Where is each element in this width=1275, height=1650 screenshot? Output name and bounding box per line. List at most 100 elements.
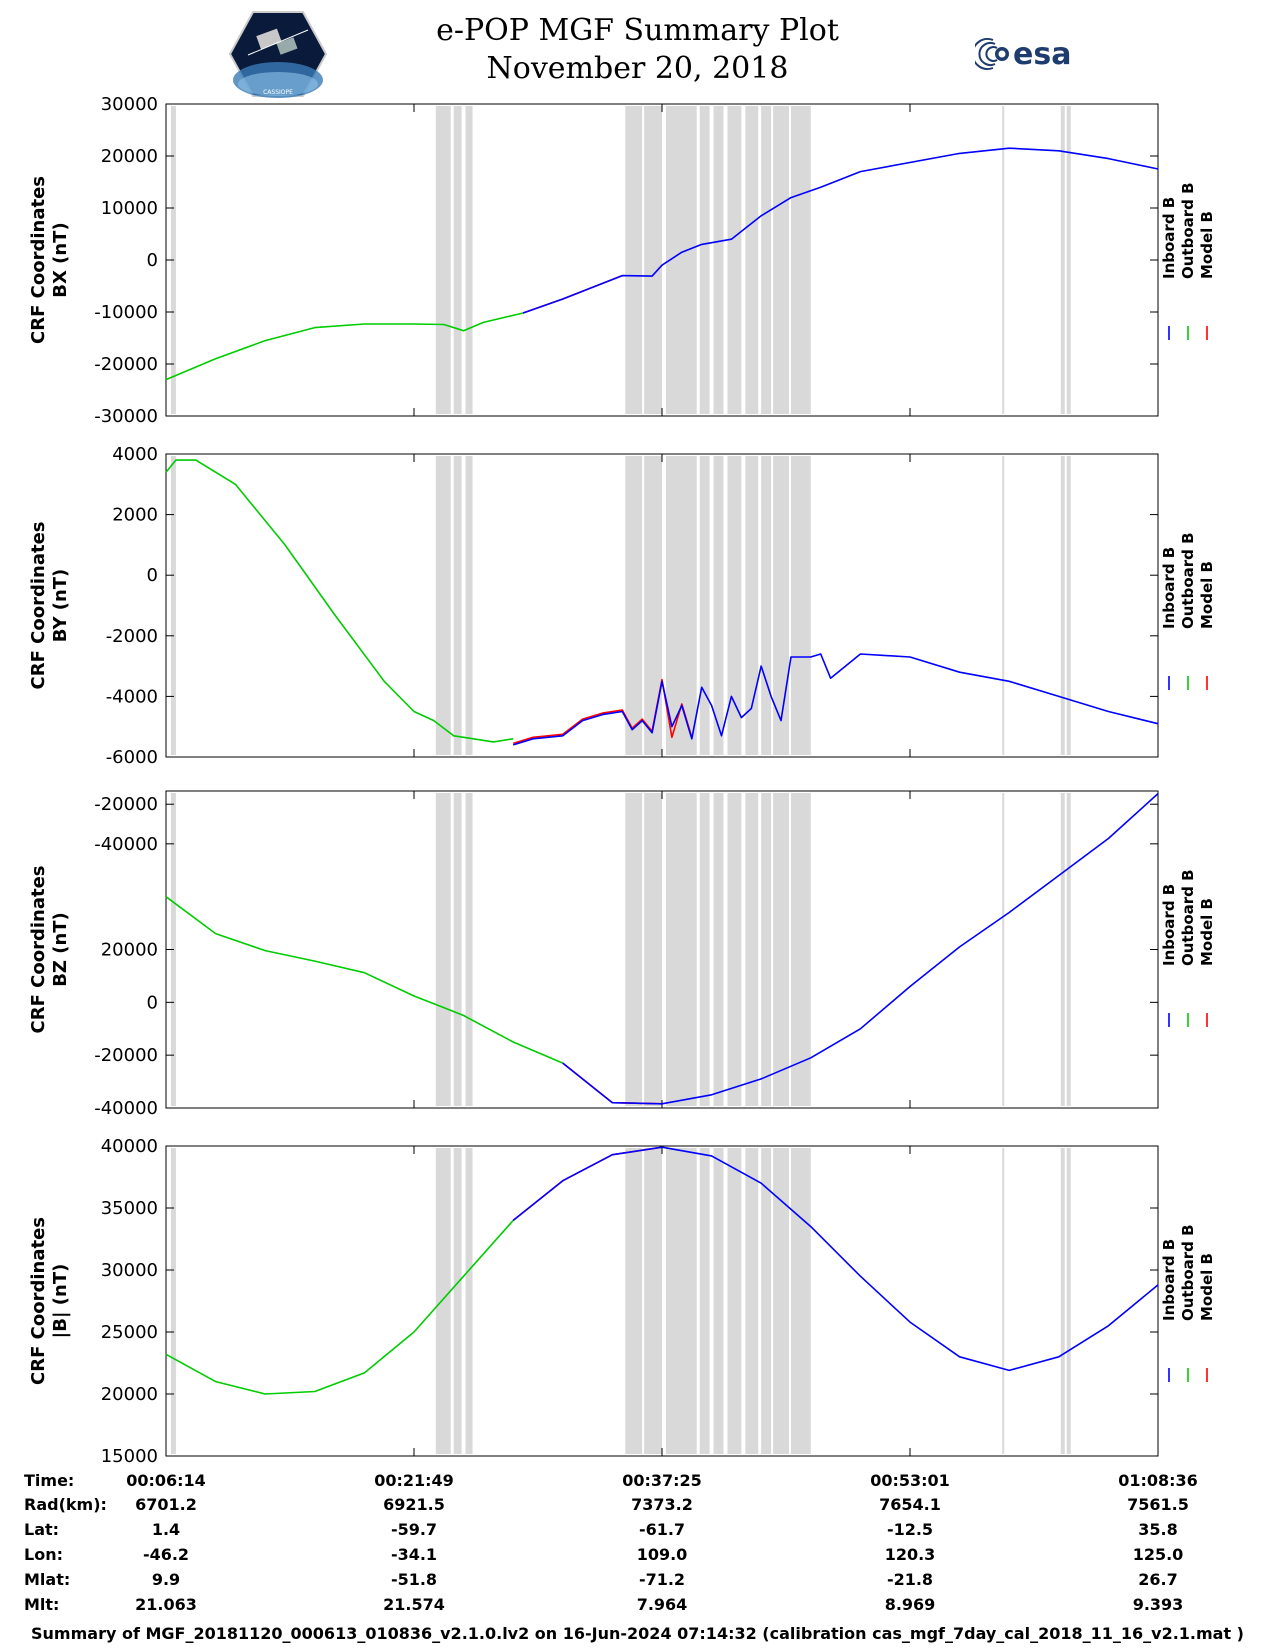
ephemeris-value: -46.2 bbox=[143, 1545, 189, 1564]
data-gap-band bbox=[790, 106, 811, 414]
legend-label: Outboard B bbox=[1179, 532, 1197, 629]
ephemeris-value: 00:53:01 bbox=[870, 1471, 950, 1490]
legend-label: Outboard B bbox=[1179, 182, 1197, 279]
series-line-inboard-b bbox=[512, 1146, 1159, 1372]
ephemeris-value: 21.574 bbox=[383, 1595, 445, 1614]
ephemeris-value: 00:21:49 bbox=[374, 1471, 454, 1490]
esa-logo-text: esa bbox=[1013, 37, 1071, 72]
data-gap-band bbox=[761, 456, 772, 755]
data-gap-band bbox=[713, 793, 724, 1106]
data-gap-band bbox=[665, 456, 697, 755]
data-gap-band bbox=[453, 456, 462, 755]
chart-panel-3: -20000 -40000 20000 0 -20000 -40000 CRF Coordi… bbox=[28, 790, 1216, 1119]
ephemeris-value: -21.8 bbox=[887, 1570, 933, 1589]
ephemeris-row-label: Rad(km): bbox=[24, 1495, 107, 1514]
data-gap-band bbox=[699, 793, 710, 1106]
legend-label: Outboard B bbox=[1179, 1224, 1197, 1321]
ephemeris-value: 1.4 bbox=[152, 1520, 180, 1539]
ephemeris-row-label: Mlt: bbox=[24, 1595, 59, 1614]
ephemeris-value: -12.5 bbox=[887, 1520, 933, 1539]
data-gap-band bbox=[745, 456, 759, 755]
data-gap-band bbox=[1002, 1148, 1005, 1454]
ephemeris-value: 00:06:14 bbox=[126, 1471, 206, 1490]
data-gap-band bbox=[453, 793, 462, 1106]
ephemeris-value: 21.063 bbox=[135, 1595, 197, 1614]
y-tick-label: 20000 bbox=[101, 146, 158, 167]
series-line-model-b bbox=[512, 678, 693, 745]
series-line-inboard-b bbox=[522, 147, 1159, 314]
ephemeris-value: 7654.1 bbox=[879, 1495, 941, 1514]
y-tick-label: 10000 bbox=[101, 198, 158, 219]
series-line-outboard-b bbox=[165, 1219, 514, 1395]
ephemeris-value: 109.0 bbox=[637, 1545, 688, 1564]
data-gap-band bbox=[713, 456, 724, 755]
esa-logo: esa bbox=[975, 37, 1071, 72]
data-gap-band bbox=[773, 456, 789, 755]
y-tick-label: 25000 bbox=[101, 1322, 158, 1343]
series-line-outboard-b bbox=[165, 459, 514, 743]
y-tick-label: -30000 bbox=[94, 406, 158, 427]
data-gap-band bbox=[713, 106, 724, 414]
ephemeris-value: 6921.5 bbox=[383, 1495, 445, 1514]
data-gap-band bbox=[1060, 106, 1065, 414]
data-gap-band bbox=[1066, 106, 1071, 414]
data-gap-band bbox=[790, 1148, 811, 1454]
chart-panel-2: 4000 2000 0 -2000 -4000 -6000 CRF Coordinates B… bbox=[28, 444, 1216, 768]
data-gap-band bbox=[435, 456, 451, 755]
ephemeris-value: -71.2 bbox=[639, 1570, 685, 1589]
data-gap-band bbox=[1066, 456, 1071, 755]
data-gap-band bbox=[727, 456, 742, 755]
legend-label: Outboard B bbox=[1179, 869, 1197, 966]
data-gap-band bbox=[465, 1148, 473, 1454]
data-gap-band bbox=[790, 456, 811, 755]
y-tick-label: 40000 bbox=[101, 1136, 158, 1157]
data-gap-band bbox=[699, 456, 710, 755]
legend-label: Model B bbox=[1198, 211, 1216, 279]
data-gap-band bbox=[761, 793, 772, 1106]
ephemeris-value: 6701.2 bbox=[135, 1495, 197, 1514]
y-tick-label: -40000 bbox=[94, 834, 158, 855]
ephemeris-row-label: Lat: bbox=[24, 1520, 59, 1539]
plot-title-block: e-POP MGF Summary Plot November 20, 2018 bbox=[0, 12, 1275, 88]
ephemeris-value: 7561.5 bbox=[1127, 1495, 1189, 1514]
data-gap-band bbox=[465, 456, 473, 755]
y-tick-label: -6000 bbox=[106, 747, 158, 768]
ephemeris-value: 26.7 bbox=[1138, 1570, 1177, 1589]
data-gap-band bbox=[761, 106, 772, 414]
plot-title: e-POP MGF Summary Plot bbox=[436, 13, 839, 48]
data-gap-band bbox=[699, 1148, 710, 1454]
y-tick-label: -4000 bbox=[106, 686, 158, 707]
legend-label: Model B bbox=[1198, 561, 1216, 629]
ephemeris-value: 9.9 bbox=[152, 1570, 180, 1589]
y-axis-label: BZ (nT) bbox=[50, 912, 71, 987]
ephemeris-value: -34.1 bbox=[391, 1545, 437, 1564]
ephemeris-value: -61.7 bbox=[639, 1520, 685, 1539]
data-gap-band bbox=[435, 793, 451, 1106]
ephemeris-value: 00:37:25 bbox=[622, 1471, 702, 1490]
plot-date: November 20, 2018 bbox=[486, 51, 789, 86]
y-axis-label: CRF Coordinates bbox=[28, 176, 49, 344]
ephemeris-value: 125.0 bbox=[1133, 1545, 1184, 1564]
data-gap-band bbox=[644, 456, 662, 755]
ephemeris-table: Time: Rad(km): Lat: Lon: Mlat: Mlt: 00:06:14 67… bbox=[24, 1471, 1198, 1614]
legend-label: Model B bbox=[1198, 898, 1216, 966]
y-tick-label: 4000 bbox=[112, 444, 158, 465]
ephemeris-row-label: Lon: bbox=[24, 1545, 63, 1564]
data-gap-band bbox=[1002, 106, 1005, 414]
y-tick-label: 20000 bbox=[101, 1384, 158, 1405]
data-gap-band bbox=[435, 1148, 451, 1454]
y-tick-label: 0 bbox=[147, 565, 158, 586]
ephemeris-value: -59.7 bbox=[391, 1520, 437, 1539]
legend-label: Model B bbox=[1198, 1253, 1216, 1321]
ephemeris-row-label: Time: bbox=[24, 1471, 74, 1490]
data-gap-band bbox=[1060, 456, 1065, 755]
data-gap-band bbox=[644, 793, 662, 1106]
legend-label: Inboard B bbox=[1160, 884, 1178, 966]
ephemeris-value: 7.964 bbox=[637, 1595, 688, 1614]
data-gap-band bbox=[699, 106, 710, 414]
ephemeris-value: 01:08:36 bbox=[1118, 1471, 1198, 1490]
data-gap-band bbox=[665, 1148, 697, 1454]
ephemeris-value: 35.8 bbox=[1138, 1520, 1177, 1539]
data-gap-band bbox=[625, 456, 643, 755]
